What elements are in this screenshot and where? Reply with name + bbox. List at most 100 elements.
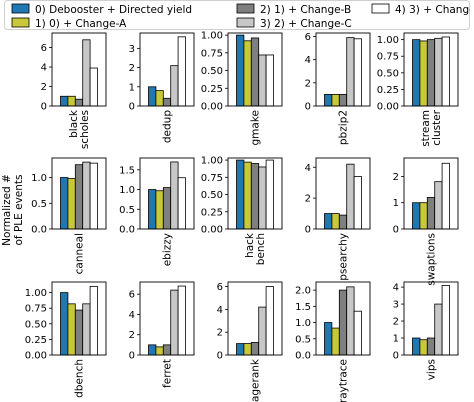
legend-entry-4: 4) 3) + Change-D (395, 4, 470, 16)
x-axis-label: dedup (162, 110, 174, 143)
y-tick-label: 0.00 (377, 102, 399, 113)
bar-3 (346, 286, 355, 356)
bar-0 (412, 202, 421, 230)
bar-0 (60, 292, 69, 356)
panel-vips: 0 1 2 3 4 vips (393, 281, 459, 380)
bar-4 (89, 162, 98, 230)
bar-4 (177, 36, 186, 107)
y-tick-label: 1 (129, 82, 135, 93)
y-tick-label: 1 (393, 198, 399, 209)
panel-dedup: 0 1 2 3 dedup (129, 32, 195, 143)
bar-4 (265, 159, 274, 230)
y-tick-label: 4 (305, 163, 311, 174)
panel-frame (403, 157, 459, 230)
y-tick-label: 0.75 (25, 304, 47, 315)
y-tick-label: 2.0 (295, 286, 311, 297)
panel-frame (51, 157, 107, 230)
panel-frame (315, 157, 371, 230)
y-tick-label: 2 (129, 63, 135, 74)
x-axis-label: dbench (74, 359, 86, 398)
bar-2 (162, 344, 172, 356)
bar-3 (258, 306, 267, 356)
y-tick-label: 0.5 (295, 334, 311, 345)
y-tick-label: 2 (217, 328, 223, 339)
bar-4 (89, 67, 98, 107)
bar-4 (353, 176, 362, 230)
y-tick-label: 0.0 (119, 225, 135, 236)
bar-2 (162, 97, 172, 107)
y-tick-label: 0 (129, 102, 135, 113)
y-tick-label: 0.50 (201, 66, 223, 77)
y-tick-label: 3 (393, 300, 399, 311)
y-tick-label: 0 (305, 225, 311, 236)
y-tick-label: 1.00 (201, 156, 223, 167)
bar-1 (419, 339, 428, 356)
panel-dbench: 0.00 0.25 0.50 0.75 1.00 dbench (25, 281, 107, 398)
y-tick-label: 0 (129, 351, 135, 362)
bar-0 (412, 337, 421, 356)
x-axis-label: swaptions (426, 233, 438, 286)
bar-2 (338, 289, 348, 356)
bar-1 (331, 213, 340, 230)
bar-3 (170, 65, 179, 107)
bar-2 (338, 94, 348, 107)
bar-0 (148, 86, 157, 107)
x-axis-label: psearchy (338, 233, 350, 281)
bar-4 (177, 177, 186, 230)
legend-swatch-0 (11, 3, 30, 14)
x-axis-label: black (68, 109, 80, 138)
x-axis-label: gmake (250, 110, 262, 146)
y-tick-label: 0.75 (377, 52, 399, 63)
y-tick-label: 4 (393, 283, 399, 294)
x-axis-label: canneal (74, 233, 86, 274)
bar-3 (434, 37, 443, 107)
y-tick-label: 0.25 (201, 207, 223, 218)
y-tick-label: 0 (305, 102, 311, 113)
legend-swatch-4 (371, 3, 390, 14)
bar-1 (419, 40, 428, 107)
panel-canneal: 0.0 0.5 1.0 canneal (31, 157, 107, 274)
y-tick-label: 1.00 (201, 31, 223, 42)
y-tick-label: 2 (393, 317, 399, 328)
panel-hack-bench: 0.00 0.25 0.50 0.75 1.00 hack bench (201, 156, 283, 265)
bar-1 (331, 327, 340, 356)
panel-frame (227, 157, 283, 230)
panel-ebizzy: 0.0 0.5 1.0 1.5 ebizzy (119, 157, 195, 266)
bar-0 (60, 177, 69, 230)
panel-raytrace: 0.0 0.5 1.0 1.5 2.0 raytrace (295, 281, 371, 402)
bar-1 (67, 178, 76, 230)
panel-frame (227, 32, 283, 107)
bar-1 (243, 343, 252, 356)
y-tick-label: 0 (393, 351, 399, 362)
bar-1 (67, 303, 76, 356)
panel-frame (315, 32, 371, 107)
bar-2 (74, 164, 84, 230)
y-tick-label: 4 (129, 310, 135, 321)
panel-gmake: 0.00 0.25 0.50 0.75 1.00 gmake (201, 31, 283, 146)
y-tick-label: 1.5 (295, 302, 311, 313)
bar-2 (338, 214, 348, 230)
y-tick-label: 6 (41, 43, 47, 54)
bar-0 (236, 159, 245, 230)
y-tick-label: 0.25 (377, 85, 399, 96)
y-tick-label: 2 (41, 82, 47, 93)
bar-3 (82, 39, 91, 107)
y-tick-label: 0.00 (25, 351, 47, 362)
x-axis-label: stream (420, 110, 432, 147)
bar-2 (426, 337, 436, 356)
bar-2 (426, 197, 436, 230)
bar-2 (250, 163, 260, 230)
bar-2 (74, 309, 84, 356)
y-tick-label: 0.50 (25, 319, 47, 330)
panel-frame (227, 281, 283, 356)
bar-4 (353, 310, 362, 356)
x-axis-label: cluster (431, 109, 443, 145)
bar-4 (89, 285, 98, 356)
y-tick-label: 6 (129, 290, 135, 301)
bar-0 (324, 322, 333, 356)
panel-ferret: 0 2 4 6 ferret (129, 281, 195, 388)
panel-frame (51, 32, 107, 107)
y-tick-label: 0.5 (31, 199, 47, 210)
y-tick-label: 1.0 (31, 173, 47, 184)
